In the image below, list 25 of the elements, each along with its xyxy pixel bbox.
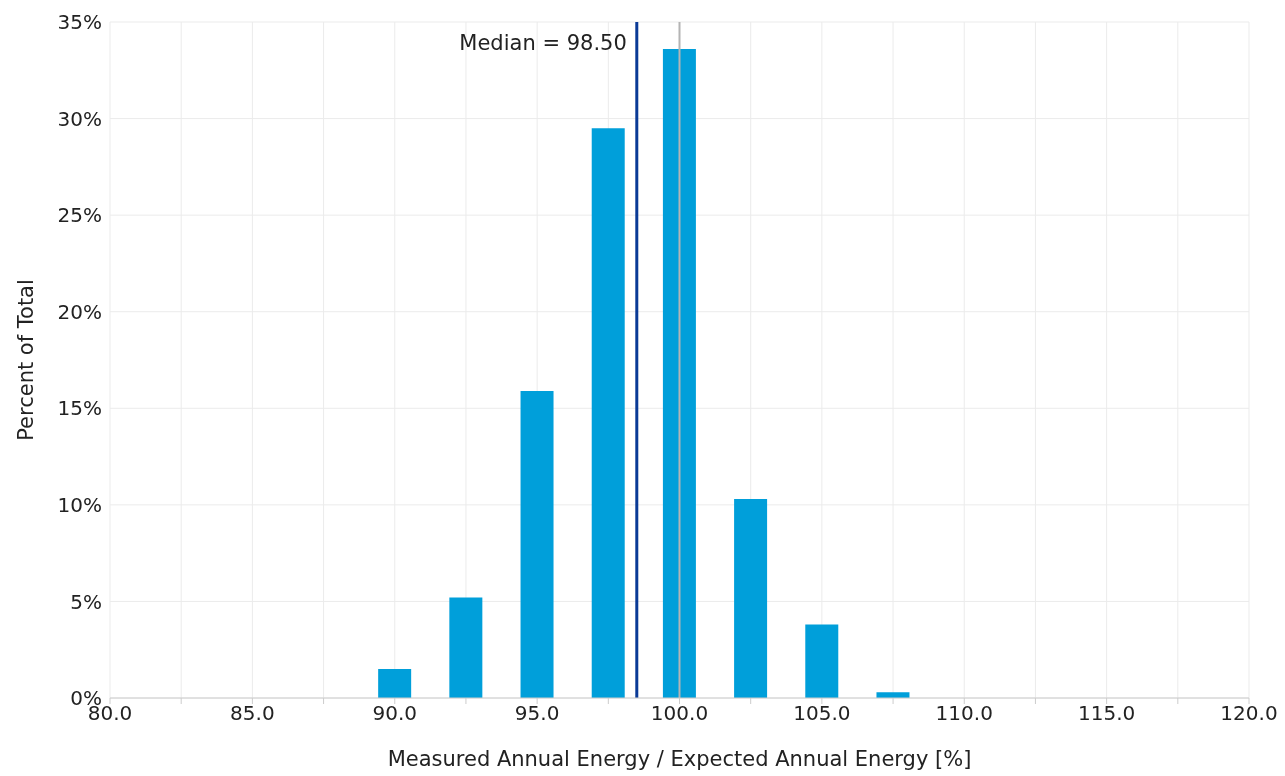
bar (378, 669, 412, 698)
bar (591, 128, 625, 698)
x-tick-label: 85.0 (230, 701, 275, 726)
x-tick-label: 115.0 (1077, 701, 1136, 726)
x-tick-label: 100.0 (650, 701, 709, 726)
bar (662, 49, 696, 698)
x-tick-label: 95.0 (514, 701, 560, 726)
x-tick-label: 105.0 (793, 701, 851, 726)
y-tick-label: 5% (70, 589, 102, 614)
y-tick-label: 10% (57, 492, 102, 517)
ref-line-label: Median = 98.50 (459, 31, 627, 55)
bar (520, 390, 554, 698)
y-tick-label: 25% (57, 203, 102, 228)
bar (734, 499, 768, 698)
x-axis-title: Measured Annual Energy / Expected Annual Energy [%] (387, 747, 972, 771)
x-tick-label: 90.0 (372, 701, 418, 726)
x-tick-label: 110.0 (935, 701, 993, 726)
y-tick-label: 30% (57, 106, 102, 131)
x-tick-label: 120.0 (1220, 701, 1278, 726)
bar (449, 597, 483, 698)
y-tick-label: 35% (57, 10, 102, 35)
y-tick-label: 15% (57, 396, 102, 421)
y-axis-title: Percent of Total (14, 279, 39, 441)
y-tick-label: 20% (57, 299, 102, 324)
bar (805, 624, 839, 698)
